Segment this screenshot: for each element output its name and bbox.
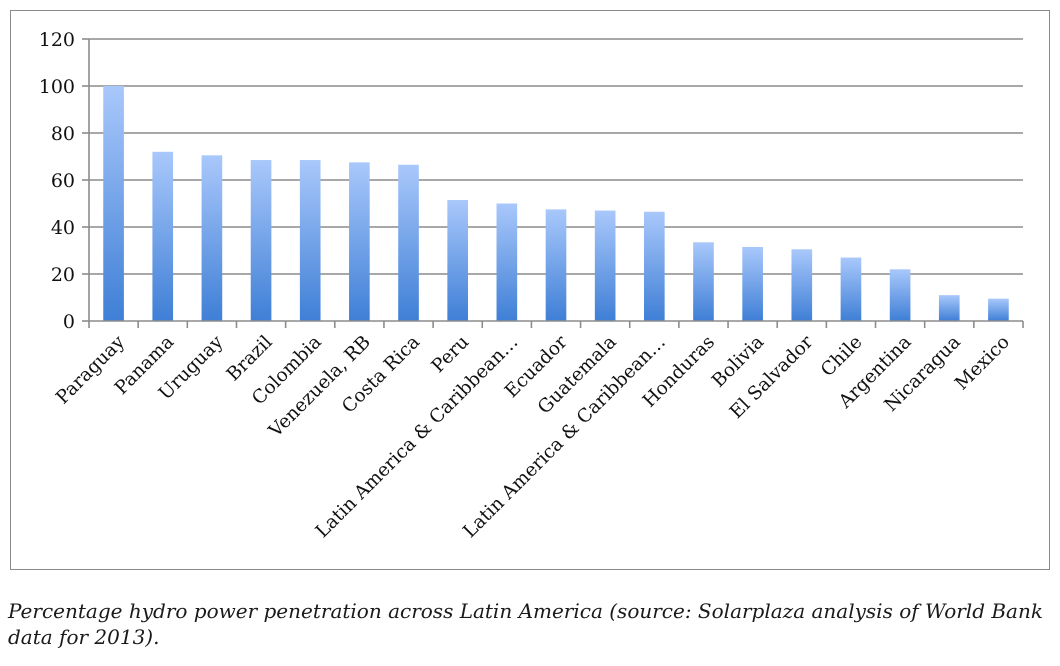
bar bbox=[447, 199, 469, 321]
bar bbox=[349, 162, 370, 321]
figure-caption: Percentage hydro power penetration acros… bbox=[8, 599, 1043, 649]
bars bbox=[103, 86, 1009, 321]
y-tick-label: 120 bbox=[39, 29, 75, 51]
bar bbox=[889, 269, 911, 321]
bar bbox=[693, 242, 714, 321]
bar bbox=[496, 203, 518, 321]
bar bbox=[840, 257, 862, 321]
bar bbox=[152, 151, 174, 321]
bar bbox=[250, 160, 272, 321]
category-label: Paraguay bbox=[52, 331, 129, 408]
bar bbox=[545, 209, 567, 321]
bar bbox=[594, 210, 616, 321]
axes bbox=[88, 39, 1023, 322]
bar bbox=[299, 160, 321, 321]
chart-frame: 0 20 40 60 80 100 120 Paraguay Panama Uruguay Bra… bbox=[10, 10, 1050, 570]
category-label: Mexico bbox=[951, 332, 1014, 395]
y-tick-label: 40 bbox=[51, 217, 75, 239]
bar bbox=[398, 164, 419, 321]
bar bbox=[938, 295, 960, 321]
y-axis-tick-labels: 0 20 40 60 80 100 120 bbox=[39, 29, 75, 333]
x-axis-category-labels: ParaguayPanamaUruguayBrazilColombiaVenez… bbox=[52, 331, 1014, 542]
bar bbox=[791, 249, 813, 321]
y-tick-label: 80 bbox=[51, 123, 75, 145]
y-tick-label: 60 bbox=[51, 170, 75, 192]
bar bbox=[201, 155, 223, 321]
y-tick-label: 0 bbox=[63, 311, 75, 333]
bar bbox=[103, 86, 124, 321]
bar-chart: 0 20 40 60 80 100 120 ParaguayPanamaUruguayBra… bbox=[39, 29, 1024, 542]
bar bbox=[742, 246, 763, 321]
category-label: Peru bbox=[428, 332, 474, 378]
bar bbox=[643, 211, 665, 321]
bar bbox=[988, 298, 1009, 321]
gridlines bbox=[82, 38, 1024, 328]
y-tick-label: 100 bbox=[39, 76, 75, 98]
y-tick-label: 20 bbox=[51, 264, 75, 286]
